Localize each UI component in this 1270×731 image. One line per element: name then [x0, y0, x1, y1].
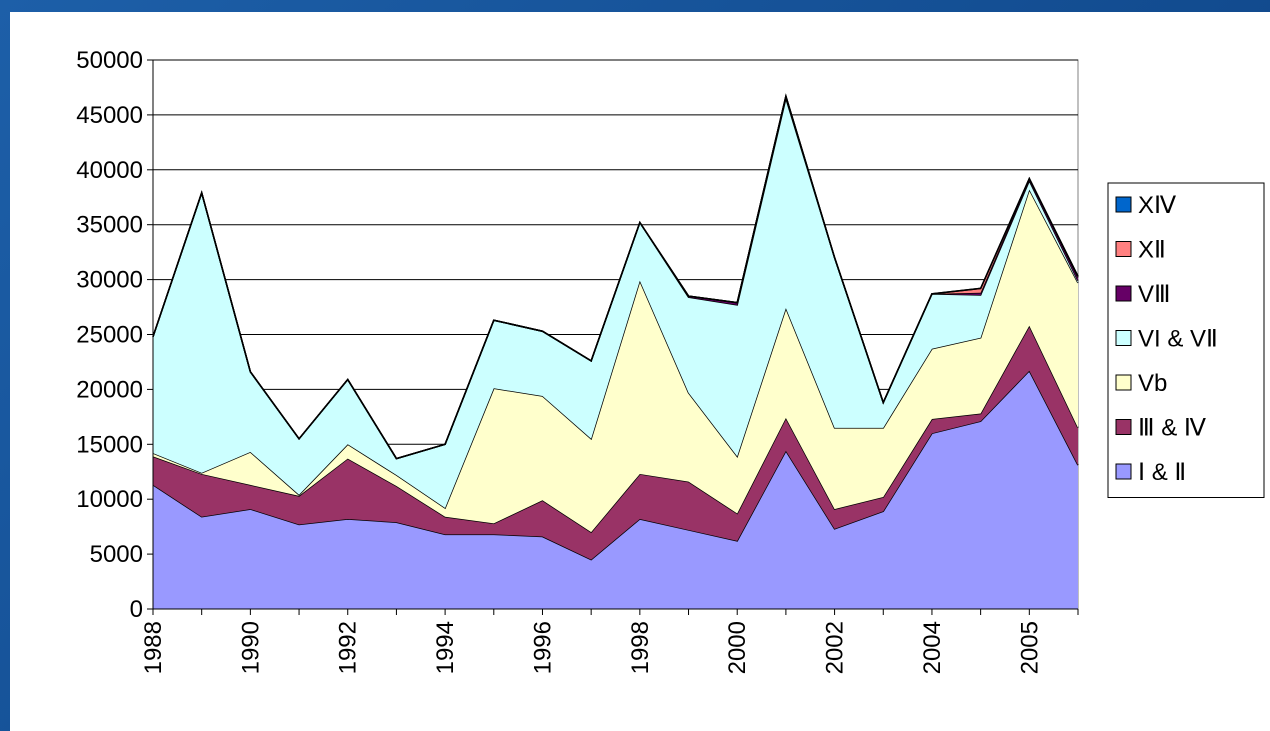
x-tick-label: 1992 — [335, 621, 362, 674]
y-tick-label: 40000 — [76, 157, 143, 184]
y-tick-label: 0 — [130, 596, 143, 623]
legend-label: XⅡ — [1138, 237, 1166, 264]
legend-swatch — [1115, 330, 1132, 346]
y-tick-label: 5000 — [90, 541, 143, 568]
y-tick-label: 20000 — [76, 376, 143, 403]
y-tick-label: 25000 — [76, 322, 143, 349]
legend-label: VI & VⅡ — [1138, 326, 1218, 353]
x-tick-label: 2004 — [919, 621, 946, 674]
x-tick-label: 2000 — [724, 621, 751, 674]
legend-label: Ⅲ & Ⅳ — [1138, 415, 1206, 442]
legend-swatch — [1115, 419, 1132, 435]
area-outline — [152, 93, 1079, 460]
legend-swatch — [1115, 196, 1132, 213]
x-tick-label: 1996 — [529, 621, 556, 674]
legend-label: Ⅰ & Ⅱ — [1138, 459, 1186, 486]
y-tick-label: 35000 — [76, 212, 143, 239]
x-tick-label: 1998 — [627, 621, 654, 674]
legend-label: XⅣ — [1138, 192, 1176, 219]
x-tick-label: 1990 — [237, 621, 264, 674]
y-tick-label: 50000 — [76, 47, 143, 74]
legend-label: Vb — [1138, 370, 1167, 397]
x-tick-label: 1988 — [140, 621, 167, 674]
y-tick-label: 10000 — [76, 486, 143, 513]
legend-swatch — [1115, 374, 1132, 391]
y-tick-label: 30000 — [76, 267, 143, 294]
y-tick-label: 45000 — [76, 102, 143, 129]
legend-label: VⅢ — [1138, 281, 1171, 308]
area-outline — [152, 324, 1079, 534]
y-tick-label: 15000 — [76, 431, 143, 458]
x-tick-label: 1994 — [432, 621, 459, 674]
legend-swatch — [1115, 241, 1132, 257]
area — [153, 325, 1078, 560]
area — [153, 370, 1078, 609]
legend-swatch — [1115, 463, 1132, 480]
legend-box — [1107, 182, 1265, 498]
x-tick-label: 2005 — [1016, 621, 1043, 674]
area — [153, 98, 1078, 508]
legend-swatch — [1115, 285, 1132, 302]
x-tick-label: 2002 — [822, 621, 849, 674]
